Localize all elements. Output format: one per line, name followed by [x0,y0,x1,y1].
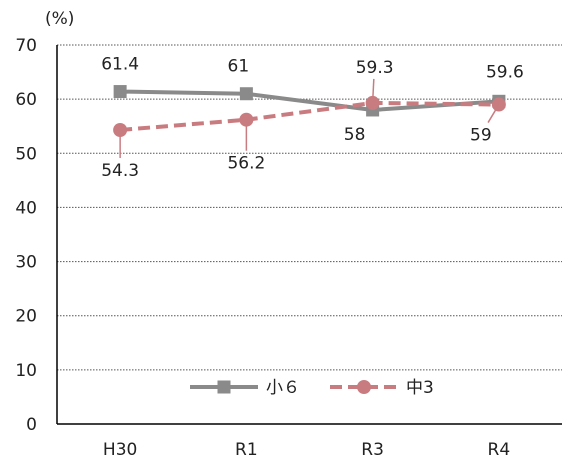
data-label: 59 [470,126,492,146]
legend: 小６ 中3 [190,378,434,398]
y-tick-labels: 0 10 20 30 40 50 60 70 [15,36,37,435]
data-label: 59.6 [486,62,524,82]
data-label: 61.4 [101,55,139,75]
y-tick-label: 40 [15,198,37,218]
x-tick-label: R1 [235,440,258,460]
data-label: 58 [344,125,366,145]
series-line-1 [120,92,499,110]
data-labels: 61.4 61 58 59.6 54.3 56.2 59.3 59 [101,55,524,181]
legend-label: 中3 [406,378,434,398]
data-point [114,85,127,98]
y-tick-label: 0 [26,415,37,435]
data-label: 59.3 [356,58,394,78]
y-tick-label: 10 [15,361,37,381]
legend-label: 小６ [266,378,300,398]
data-point [240,87,253,100]
series-group [113,85,506,137]
x-tick-labels: H30 R1 R3 R4 [103,440,510,460]
x-tick-label: H30 [103,440,137,460]
data-label: 54.3 [101,161,139,181]
y-tick-label: 30 [15,253,37,273]
data-label: 61 [228,57,250,77]
x-tick-label: R4 [488,440,511,460]
y-tick-label: 20 [15,307,37,327]
legend-swatch-marker [218,381,231,394]
x-tick-label: R3 [361,440,384,460]
legend-swatch-marker [357,380,371,394]
y-tick-label: 60 [15,90,37,110]
y-tick-label: 70 [15,36,37,56]
y-unit-label: (%) [45,9,74,29]
data-label: 56.2 [227,154,265,174]
y-tick-label: 50 [15,144,37,164]
